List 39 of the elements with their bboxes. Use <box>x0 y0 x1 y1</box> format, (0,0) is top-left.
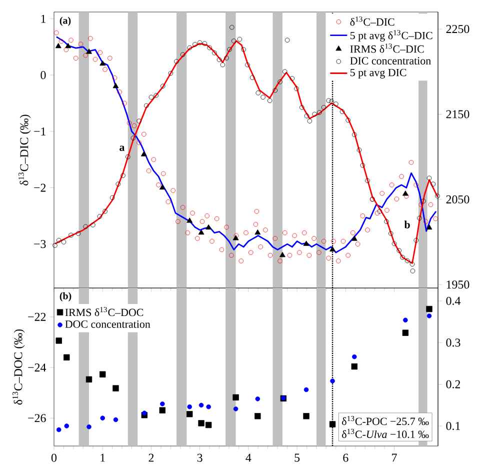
annotation: a <box>120 146 125 151</box>
legend-label: DOC concentration <box>65 320 150 328</box>
x-tick-label: 0 <box>51 454 57 462</box>
y-tick-label: −24 <box>28 364 46 372</box>
legend-label: DIC concentration <box>350 57 431 64</box>
annotation: δ$^{13}$C-POC −25.7 ‰ <box>342 416 429 426</box>
x-tick-label: 4 <box>246 454 252 462</box>
y-tick-label: −2 <box>34 184 46 192</box>
y-tick-label: −22 <box>28 312 46 321</box>
annotation: (a) <box>60 16 71 26</box>
y2-tick-label: 2150 <box>446 110 470 118</box>
x-tick-label: 2 <box>148 454 154 462</box>
x-tick-label: 6 <box>343 454 348 462</box>
x-tick-label: 5 <box>294 454 300 462</box>
y2-tick-label: 0.2 <box>446 380 460 388</box>
y2-tick-label: 0.4 <box>446 296 461 305</box>
y-tick-label: 0 <box>40 71 46 80</box>
x-tick-label: 1 <box>100 454 105 462</box>
legend-label: δ$^{13}$C–DIC <box>350 16 394 26</box>
annotation: δ$^{13}$C-Ulva −10.1 ‰ <box>342 428 429 438</box>
x-tick-label: 7 <box>392 454 397 462</box>
y2-tick-label: 0.3 <box>446 338 460 347</box>
legend-label: IRMS δ$^{13}$C–DIC <box>350 44 424 53</box>
y-tick-label: −1 <box>34 127 46 136</box>
y-axis-title: δ$^{13}$C–DIC (‰) <box>18 114 31 186</box>
y2-tick-label: 2050 <box>446 195 470 204</box>
y-axis-title: δ$^{13}$C–DOC (‰) <box>12 329 25 405</box>
legend-label: 5 pt avg δ$^{13}$C–DIC <box>350 30 432 42</box>
annotation: b <box>404 220 410 228</box>
y-tick-label: −3 <box>34 240 46 248</box>
x-tick-label: 3 <box>197 454 202 462</box>
y-tick-label: 1 <box>41 14 46 23</box>
y-tick-label: −26 <box>28 414 46 422</box>
y2-tick-label: 2250 <box>446 24 470 34</box>
legend-label: IRMS δ$^{13}$C–DOC <box>65 306 144 316</box>
y2-tick-label: 1950 <box>446 280 470 289</box>
annotation: (b) <box>60 292 72 302</box>
y2-tick-label: 0.1 <box>446 422 460 430</box>
legend-label: 5 pt avg DIC <box>350 68 406 78</box>
